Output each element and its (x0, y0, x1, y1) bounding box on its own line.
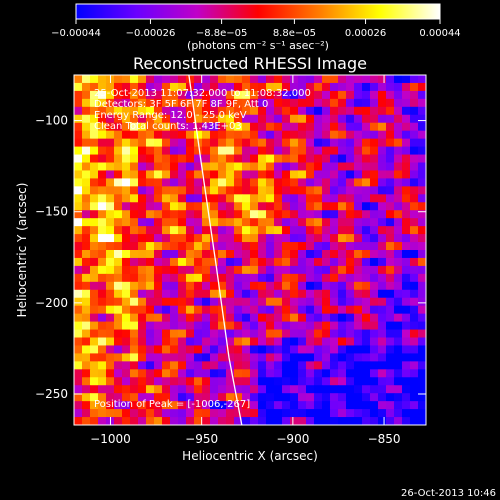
y-tick-label: −100 (35, 114, 68, 128)
colorbar-tick-label: −0.00026 (126, 28, 176, 39)
colorbar-ticks: −0.00044 −0.00026 −8.8e−05 8.8e−05 0.00026 0.… (51, 19, 461, 39)
colorbar-tick-label: 0.00044 (419, 28, 460, 39)
x-tick-label: −850 (368, 432, 401, 446)
colorbar-tick-label: 0.00026 (345, 28, 386, 39)
colorbar-tick-label: 8.8e−05 (273, 28, 316, 39)
annotation-block: 25-Oct-2013 11:07:32.000 to 11:08:32.000… (94, 88, 311, 132)
y-axis-label: Heliocentric Y (arcsec) (15, 183, 29, 318)
colorbar (75, 3, 441, 20)
timestamp: 26-Oct-2013 10:46 (401, 488, 496, 499)
heatmap-image (74, 75, 426, 425)
colorbar-units: (photons cm⁻² s⁻¹ asec⁻²) (187, 39, 329, 52)
chart-title: Reconstructed RHESSI Image (133, 54, 367, 73)
x-tick-label: −950 (185, 432, 218, 446)
x-tick-label: −1000 (90, 432, 131, 446)
x-axis-ticks: −1000 −950 −900 −850 (90, 75, 401, 446)
colorbar-tick-label: −0.00044 (51, 28, 101, 39)
y-tick-label: −150 (35, 205, 68, 219)
colorbar-tick-label: −8.8e−05 (196, 28, 248, 39)
y-tick-label: −200 (35, 296, 68, 310)
annotation-line: Clean Total counts: 1.43E+03 (94, 121, 242, 132)
plot-frame (73, 74, 427, 426)
y-tick-label: −250 (35, 387, 68, 401)
peak-position-label: Position of Peak = [-1006,-267] (94, 399, 250, 410)
annotation-line: Detectors: 3F 5F 6F 7F 8F 9F, Att 0 (94, 99, 268, 110)
solar-limb-line (188, 75, 243, 425)
x-tick-label: −900 (276, 432, 309, 446)
y-axis-ticks: −100 −150 −200 −250 (35, 114, 426, 401)
annotation-line: 25-Oct-2013 11:07:32.000 to 11:08:32.000 (94, 88, 311, 99)
annotation-line: Energy Range: 12.0 - 25.0 keV (94, 110, 247, 121)
x-axis-label: Heliocentric X (arcsec) (182, 449, 318, 463)
